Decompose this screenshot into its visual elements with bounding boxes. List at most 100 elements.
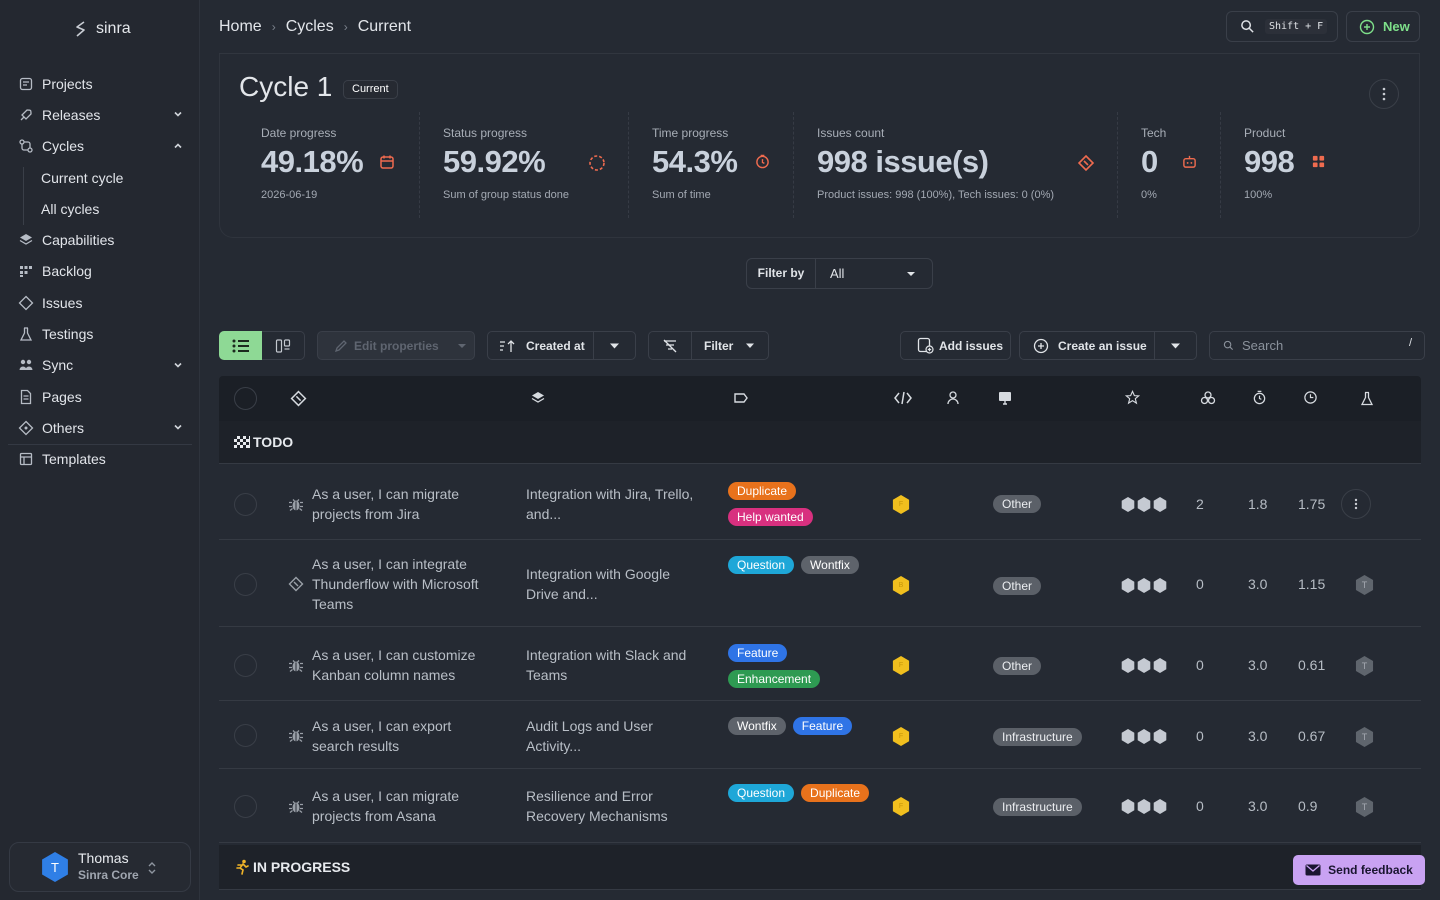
- issue-search-input[interactable]: Search /: [1209, 331, 1425, 360]
- table-row[interactable]: As a user, I can migrate projects from J…: [219, 471, 1421, 540]
- app-logo[interactable]: sinra: [72, 20, 131, 38]
- complexity-icon[interactable]: [1200, 390, 1216, 406]
- sidebar-item-others[interactable]: Others: [8, 412, 192, 443]
- table-row[interactable]: As a user, I can integrate Thunderflow w…: [219, 541, 1421, 627]
- create-issue-button[interactable]: Create an issue: [1020, 332, 1156, 359]
- rating-hexagons[interactable]: [1121, 658, 1167, 673]
- table-row[interactable]: As a user, I can customize Kanban column…: [219, 628, 1421, 701]
- issue-capability[interactable]: Integration with Jira, Trello, and...: [526, 486, 694, 522]
- sidebar-item-issues[interactable]: Issues: [8, 287, 192, 318]
- layers-icon[interactable]: [530, 390, 546, 406]
- select-all-checkbox[interactable]: [234, 387, 257, 410]
- domain-badge[interactable]: Infrastructure: [993, 798, 1082, 816]
- tag-icon[interactable]: [733, 390, 749, 406]
- clear-filter-button[interactable]: [649, 332, 692, 359]
- monitor-icon[interactable]: [997, 390, 1013, 406]
- filter-by-select[interactable]: Filter by All: [746, 258, 933, 289]
- avatar[interactable]: T: [1355, 797, 1374, 817]
- issue-title[interactable]: As a user, I can migrate projects from J…: [312, 486, 460, 522]
- breadcrumb-cycles[interactable]: Cycles: [285, 18, 334, 35]
- issue-tags: Wontfix Feature: [728, 717, 878, 735]
- global-search-button[interactable]: Shift + F: [1226, 11, 1338, 42]
- search-shortcut: Shift + F: [1265, 19, 1328, 34]
- chevron-down-icon[interactable]: [172, 108, 184, 120]
- priority-badge[interactable]: F: [892, 656, 910, 675]
- domain-badge[interactable]: Infrastructure: [993, 728, 1082, 746]
- avatar[interactable]: T: [1355, 575, 1374, 595]
- sidebar-item-all-cycles[interactable]: All cycles: [8, 193, 192, 224]
- issue-capability[interactable]: Resilience and Error Recovery Mechanisms: [526, 788, 668, 824]
- issue-capability[interactable]: Audit Logs and User Activity...: [526, 718, 653, 754]
- sidebar-item-testings[interactable]: Testings: [8, 318, 192, 349]
- sidebar-item-templates[interactable]: Templates: [8, 444, 192, 475]
- issue-title[interactable]: As a user, I can integrate Thunderflow w…: [312, 556, 479, 612]
- breadcrumb-home[interactable]: Home: [219, 18, 262, 35]
- edit-properties-button[interactable]: Edit properties: [317, 331, 475, 360]
- group-header-todo[interactable]: TODO: [219, 421, 1421, 464]
- row-checkbox[interactable]: [234, 795, 257, 818]
- sidebar-item-releases[interactable]: Releases: [8, 99, 192, 130]
- cycle-menu-button[interactable]: [1369, 79, 1399, 109]
- stat-time-progress: Time progress 54.3% Sum of time: [652, 126, 769, 201]
- row-checkbox[interactable]: [234, 724, 257, 747]
- sidebar-item-pages[interactable]: Pages: [8, 381, 192, 412]
- add-issues-button[interactable]: Add issues: [900, 331, 1011, 360]
- sidebar-item-capabilities[interactable]: Capabilities: [8, 224, 192, 255]
- sidebar-item-backlog[interactable]: Backlog: [8, 256, 192, 287]
- sort-button[interactable]: Created at: [488, 332, 595, 359]
- domain-badge[interactable]: Other: [993, 657, 1042, 675]
- rating-hexagons[interactable]: [1121, 578, 1167, 593]
- issue-title[interactable]: As a user, I can migrate projects from A…: [312, 788, 460, 824]
- avatar[interactable]: T: [1355, 656, 1374, 676]
- issue-capability[interactable]: Integration with Google Drive and...: [526, 566, 670, 602]
- chevron-down-icon[interactable]: [172, 421, 184, 433]
- issue-time: 0.61: [1298, 657, 1326, 673]
- priority-badge[interactable]: F: [892, 727, 910, 746]
- avatar[interactable]: T: [1355, 727, 1374, 747]
- issue-capability[interactable]: Integration with Slack and Teams: [526, 647, 687, 683]
- row-checkbox[interactable]: [234, 493, 257, 516]
- flask-icon[interactable]: [1359, 390, 1375, 407]
- filter-control[interactable]: Filter: [648, 331, 769, 360]
- user-switcher[interactable]: T Thomas Sinra Core: [9, 842, 191, 892]
- rating-hexagons[interactable]: [1121, 729, 1167, 744]
- code-icon[interactable]: [894, 390, 912, 406]
- sort-control[interactable]: Created at: [487, 331, 636, 360]
- priority-badge[interactable]: B: [892, 576, 910, 595]
- priority-badge[interactable]: F: [892, 797, 910, 816]
- list-view-button[interactable]: [219, 331, 262, 360]
- create-issue-control[interactable]: Create an issue: [1019, 331, 1197, 360]
- issue-tags: Question Wontfix: [728, 556, 878, 574]
- issue-title[interactable]: As a user, I can export search results: [312, 718, 452, 754]
- chevron-down-icon[interactable]: [172, 359, 184, 371]
- sort-dropdown[interactable]: [594, 332, 635, 359]
- sidebar-item-current-cycle[interactable]: Current cycle: [8, 162, 192, 193]
- star-icon[interactable]: [1125, 390, 1140, 405]
- send-feedback-button[interactable]: Send feedback: [1293, 855, 1425, 885]
- create-issue-dropdown[interactable]: [1155, 332, 1196, 359]
- sidebar-item-cycles[interactable]: Cycles: [8, 131, 192, 162]
- domain-badge[interactable]: Other: [993, 577, 1042, 595]
- priority-badge[interactable]: F: [892, 495, 910, 514]
- breadcrumb-current[interactable]: Current: [357, 18, 412, 35]
- issue-title[interactable]: As a user, I can customize Kanban column…: [312, 647, 476, 683]
- row-checkbox[interactable]: [234, 654, 257, 677]
- table-row[interactable]: As a user, I can export search results A…: [219, 702, 1421, 769]
- group-header-in-progress[interactable]: IN PROGRESS: [219, 845, 1421, 890]
- row-menu-button[interactable]: [1341, 489, 1371, 519]
- domain-badge[interactable]: Other: [993, 495, 1042, 513]
- rating-hexagons[interactable]: [1121, 799, 1167, 814]
- chevron-up-icon[interactable]: [172, 140, 184, 152]
- filter-button[interactable]: Filter: [692, 332, 755, 359]
- new-button[interactable]: New: [1346, 11, 1420, 42]
- sidebar-item-sync[interactable]: Sync: [8, 350, 192, 381]
- sidebar-item-projects[interactable]: Projects: [8, 68, 192, 99]
- kanban-view-button[interactable]: [262, 331, 305, 360]
- rating-hexagons[interactable]: [1121, 497, 1167, 512]
- row-checkbox[interactable]: [234, 573, 257, 596]
- stopwatch-icon[interactable]: [1252, 390, 1267, 405]
- ticket-icon[interactable]: [290, 390, 307, 407]
- clock-icon[interactable]: [1303, 390, 1318, 405]
- user-search-icon[interactable]: [946, 390, 962, 406]
- table-row[interactable]: As a user, I can migrate projects from A…: [219, 770, 1421, 843]
